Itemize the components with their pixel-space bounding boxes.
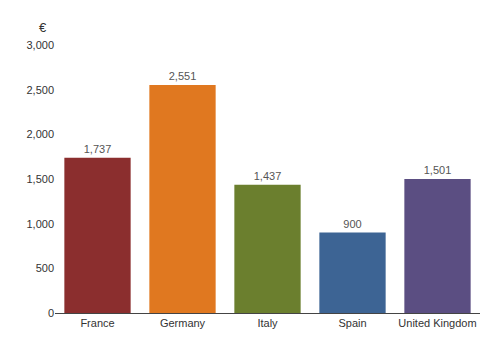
svg-text:900: 900 [343, 218, 361, 230]
svg-text:2,551: 2,551 [169, 70, 197, 82]
svg-text:Spain: Spain [338, 317, 366, 329]
svg-text:2,500: 2,500 [26, 84, 54, 96]
svg-text:1,737: 1,737 [84, 143, 112, 155]
svg-text:2,000: 2,000 [26, 128, 54, 140]
svg-text:1,500: 1,500 [26, 173, 54, 185]
svg-text:1,000: 1,000 [26, 218, 54, 230]
svg-text:0: 0 [48, 307, 54, 319]
svg-text:United Kingdom: United Kingdom [398, 317, 476, 329]
svg-text:1,501: 1,501 [424, 164, 452, 176]
svg-text:500: 500 [36, 262, 54, 274]
svg-text:1,437: 1,437 [254, 170, 282, 182]
svg-text:Germany: Germany [160, 317, 206, 329]
svg-text:€: € [39, 20, 47, 35]
svg-text:Italy: Italy [257, 317, 278, 329]
svg-text:3,000: 3,000 [26, 39, 54, 51]
svg-text:France: France [80, 317, 114, 329]
